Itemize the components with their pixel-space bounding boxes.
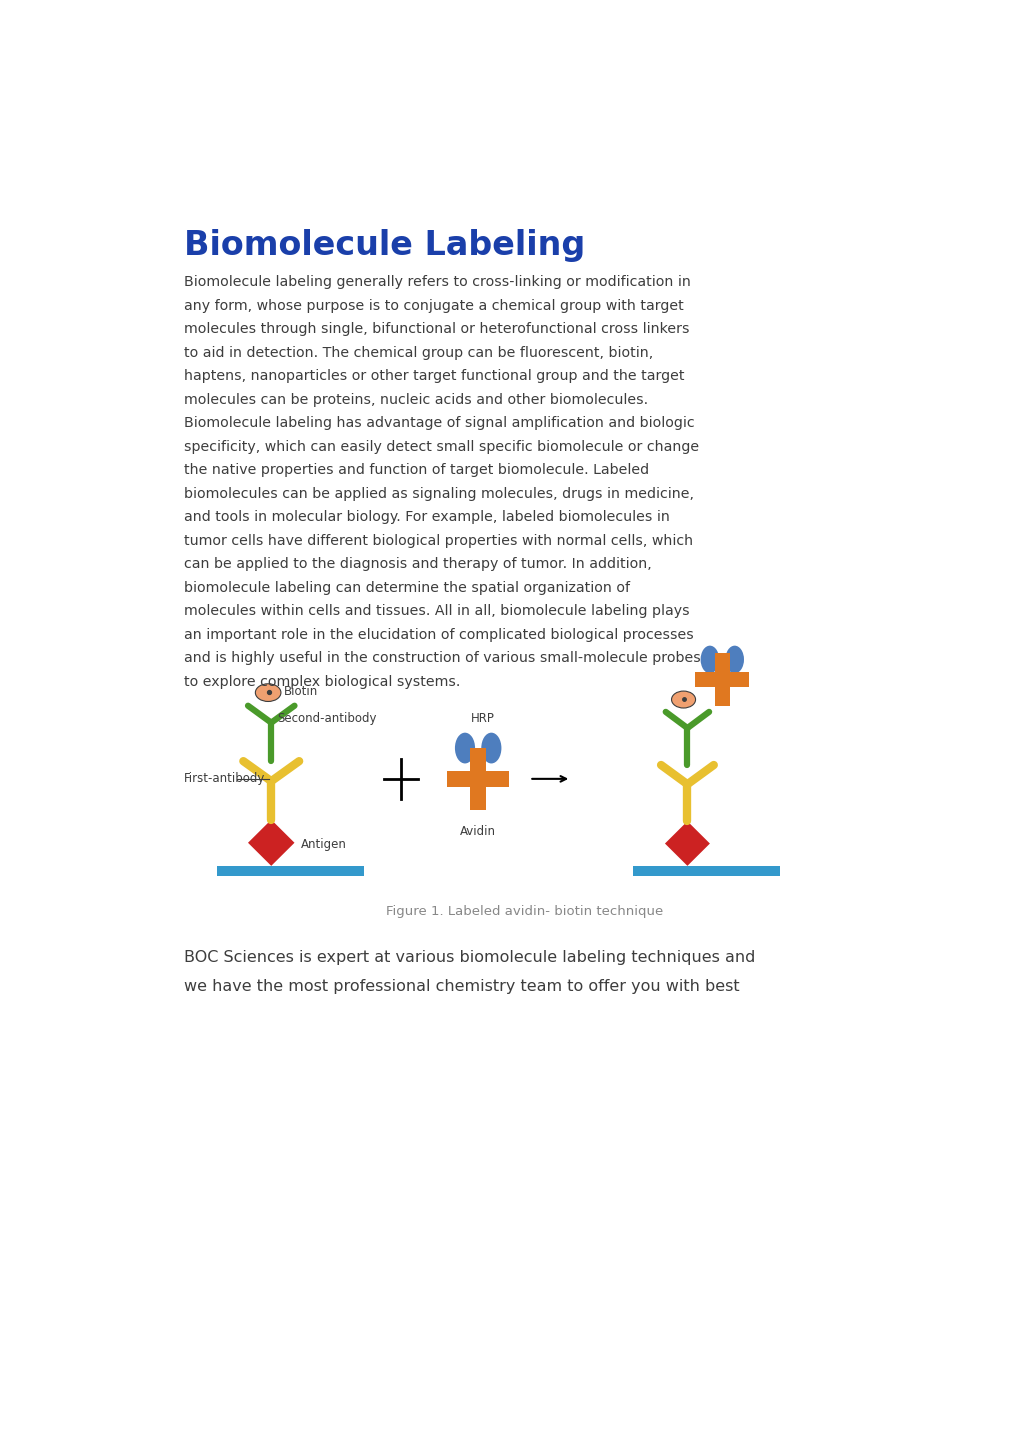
Text: and tools in molecular biology. For example, labeled biomolecules in: and tools in molecular biology. For exam…	[184, 511, 669, 524]
FancyArrow shape	[702, 674, 717, 686]
Text: Biomolecule labeling generally refers to cross-linking or modification in: Biomolecule labeling generally refers to…	[184, 275, 691, 289]
Text: the native properties and function of target biomolecule. Labeled: the native properties and function of ta…	[184, 463, 649, 478]
Text: haptens, nanoparticles or other target functional group and the target: haptens, nanoparticles or other target f…	[184, 369, 684, 383]
Text: we have the most professional chemistry team to offer you with best: we have the most professional chemistry …	[184, 980, 740, 994]
Ellipse shape	[455, 732, 475, 764]
Text: an important role in the elucidation of complicated biological processes: an important role in the elucidation of …	[184, 628, 694, 641]
FancyArrow shape	[472, 754, 485, 773]
Ellipse shape	[481, 732, 501, 764]
FancyBboxPatch shape	[696, 673, 750, 687]
FancyArrow shape	[484, 773, 501, 786]
Text: Biomolecule labeling has advantage of signal amplification and biologic: Biomolecule labeling has advantage of si…	[184, 417, 695, 430]
Text: Biomolecule Labeling: Biomolecule Labeling	[184, 229, 585, 262]
FancyArrow shape	[455, 773, 472, 786]
Ellipse shape	[725, 645, 744, 673]
Ellipse shape	[256, 684, 281, 702]
Text: can be applied to the diagnosis and therapy of tumor. In addition,: can be applied to the diagnosis and ther…	[184, 557, 652, 572]
Text: to explore complex biological systems.: to explore complex biological systems.	[184, 674, 460, 689]
Text: any form, whose purpose is to conjugate a chemical group with target: any form, whose purpose is to conjugate …	[184, 298, 683, 313]
Text: to aid in detection. The chemical group can be fluorescent, biotin,: to aid in detection. The chemical group …	[184, 346, 653, 360]
Text: Second-antibody: Second-antibody	[277, 712, 376, 725]
Polygon shape	[248, 819, 295, 865]
Text: molecules within cells and tissues. All in all, biomolecule labeling plays: molecules within cells and tissues. All …	[184, 603, 690, 618]
Text: HRP: HRP	[471, 712, 495, 725]
Text: biomolecules can be applied as signaling molecules, drugs in medicine,: biomolecules can be applied as signaling…	[184, 486, 694, 501]
Text: Antigen: Antigen	[301, 838, 347, 851]
FancyBboxPatch shape	[470, 748, 486, 810]
FancyBboxPatch shape	[447, 771, 509, 787]
Text: biomolecule labeling can determine the spatial organization of: biomolecule labeling can determine the s…	[184, 580, 630, 595]
Text: molecules through single, bifunctional or heterofunctional cross linkers: molecules through single, bifunctional o…	[184, 323, 690, 336]
FancyArrow shape	[716, 684, 728, 702]
Text: Avidin: Avidin	[460, 825, 496, 838]
Text: tumor cells have different biological properties with normal cells, which: tumor cells have different biological pr…	[184, 534, 693, 547]
FancyArrow shape	[716, 658, 728, 674]
Ellipse shape	[671, 692, 696, 708]
Polygon shape	[665, 822, 710, 865]
Text: and is highly useful in the construction of various small-molecule probes: and is highly useful in the construction…	[184, 651, 701, 666]
Text: BOC Sciences is expert at various biomolecule labeling techniques and: BOC Sciences is expert at various biomol…	[184, 949, 755, 965]
Text: specificity, which can easily detect small specific biomolecule or change: specificity, which can easily detect sma…	[184, 440, 699, 454]
FancyBboxPatch shape	[217, 865, 364, 875]
Text: Biotin: Biotin	[283, 684, 318, 697]
FancyArrow shape	[472, 786, 485, 803]
FancyBboxPatch shape	[715, 653, 729, 706]
FancyBboxPatch shape	[633, 865, 781, 875]
FancyArrow shape	[727, 674, 744, 686]
Text: First-antibody: First-antibody	[184, 771, 265, 784]
Text: molecules can be proteins, nucleic acids and other biomolecules.: molecules can be proteins, nucleic acids…	[184, 392, 648, 407]
Text: Figure 1. Labeled avidin- biotin technique: Figure 1. Labeled avidin- biotin techniq…	[386, 906, 663, 919]
Ellipse shape	[701, 645, 719, 673]
